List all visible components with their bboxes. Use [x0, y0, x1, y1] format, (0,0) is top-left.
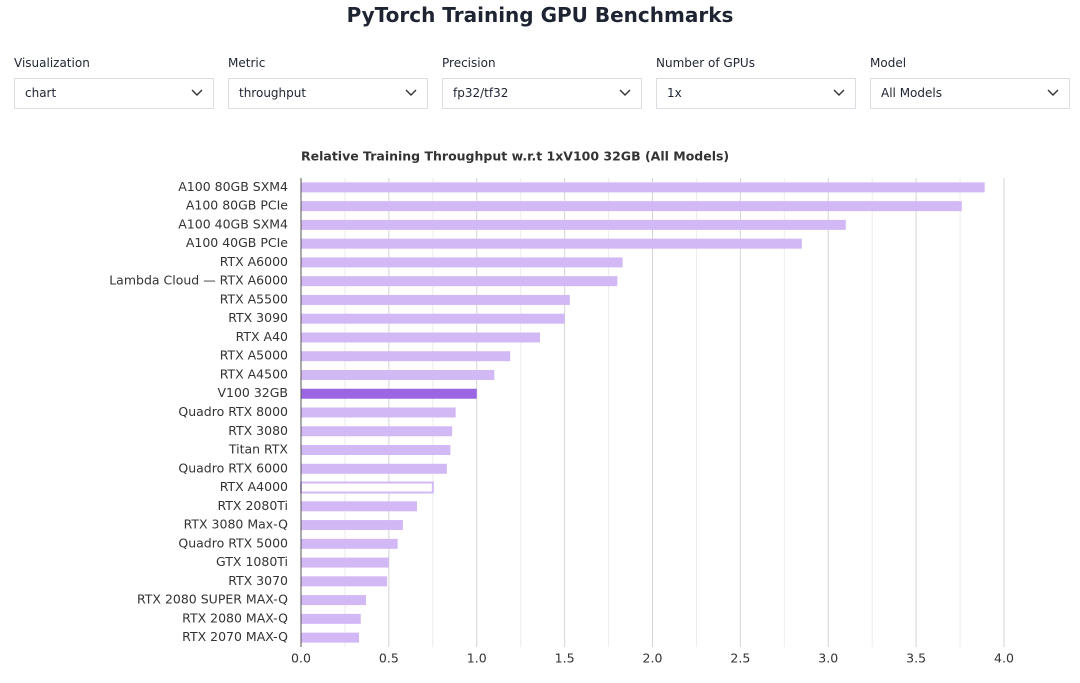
control: Visualization chart — [14, 56, 214, 109]
x-tick-label: 3.0 — [818, 651, 838, 666]
control: Precision fp32/tf32 — [442, 56, 642, 109]
y-tick-label: RTX 3080 — [228, 423, 288, 438]
bar — [301, 201, 962, 212]
bar — [301, 257, 623, 268]
y-tick-label: RTX 2080 SUPER MAX-Q — [137, 592, 288, 607]
chevron — [191, 89, 203, 96]
y-tick-label: Quadro RTX 8000 — [178, 404, 288, 419]
control: Number of GPUs 1x — [656, 56, 856, 109]
y-tick-label: A100 40GB PCIe — [186, 235, 288, 250]
chevron — [619, 89, 631, 96]
select[interactable]: chart — [14, 78, 214, 109]
x-tick-label: 2.5 — [730, 651, 750, 666]
bar — [301, 613, 361, 624]
y-tick-label: A100 80GB SXM4 — [178, 179, 288, 194]
bar — [301, 445, 451, 456]
bar — [301, 501, 417, 512]
control-label: Metric — [228, 56, 266, 70]
select-value: fp32/tf32 — [453, 86, 509, 100]
y-tick-label: RTX A40 — [236, 329, 288, 344]
x-tick-label: 1.5 — [555, 651, 575, 666]
bar — [301, 294, 570, 305]
y-tick-label: RTX A4500 — [220, 366, 288, 381]
bar — [301, 595, 367, 606]
y-tick-label: Lambda Cloud — RTX A6000 — [109, 273, 288, 288]
select[interactable]: throughput — [228, 78, 428, 109]
y-tick-label: RTX A5000 — [220, 348, 288, 363]
y-tick-label: Quadro RTX 6000 — [178, 460, 288, 475]
chart: Relative Training Throughput w.r.t 1xV10… — [109, 149, 1014, 666]
controls: Visualization chart Metric throughput Prec… — [14, 56, 1070, 109]
bar — [301, 520, 403, 531]
x-tick-label: 0.5 — [379, 651, 399, 666]
select[interactable]: 1x — [656, 78, 856, 109]
bar — [301, 407, 456, 418]
y-tick-label: V100 32GB — [217, 385, 288, 400]
control-label: Visualization — [14, 56, 90, 70]
y-tick-label: RTX A6000 — [220, 254, 288, 269]
bar — [301, 426, 453, 437]
bar — [301, 538, 398, 549]
bar — [301, 219, 846, 230]
x-tick-label: 4.0 — [994, 651, 1014, 666]
y-tick-label: Quadro RTX 5000 — [178, 535, 288, 550]
bar — [301, 576, 388, 587]
y-tick-label: RTX A4000 — [220, 479, 288, 494]
bar — [301, 388, 477, 399]
chevron — [405, 89, 417, 96]
page-title: PyTorch Training GPU Benchmarks — [346, 3, 734, 27]
x-tick-label: 0.0 — [291, 651, 311, 666]
bar — [300, 481, 434, 494]
x-tick-label: 2.0 — [643, 651, 663, 666]
chevron — [1047, 89, 1059, 96]
bar — [301, 632, 359, 643]
y-tick-label: RTX 2080 MAX-Q — [182, 610, 288, 625]
y-tick-label: A100 80GB PCIe — [186, 198, 288, 213]
select-value: All Models — [881, 86, 942, 100]
bar — [301, 332, 541, 343]
y-tick-label: GTX 1080Ti — [216, 554, 288, 569]
bar — [301, 313, 565, 324]
x-tick-label: 1.0 — [467, 651, 487, 666]
control: Model All Models — [870, 56, 1070, 109]
select-value: throughput — [239, 86, 307, 100]
bar — [301, 369, 495, 380]
chevron — [833, 89, 845, 96]
x-tick-label: 3.5 — [906, 651, 926, 666]
bar — [301, 182, 985, 193]
chart-title: Relative Training Throughput w.r.t 1xV10… — [301, 149, 729, 164]
y-tick-label: RTX A5500 — [220, 291, 288, 306]
control-label: Precision — [442, 56, 496, 70]
bar — [301, 463, 447, 474]
bar — [301, 276, 618, 287]
y-tick-label: Titan RTX — [228, 442, 289, 457]
select-value: chart — [25, 86, 57, 100]
select-value: 1x — [667, 86, 682, 100]
bar — [301, 351, 511, 362]
y-tick-label: RTX 3070 — [228, 573, 288, 588]
control-label: Number of GPUs — [656, 56, 755, 70]
select[interactable]: All Models — [870, 78, 1070, 109]
bar — [301, 238, 802, 249]
bar — [301, 557, 389, 568]
y-tick-label: A100 40GB SXM4 — [178, 216, 288, 231]
select[interactable]: fp32/tf32 — [442, 78, 642, 109]
control-label: Model — [870, 56, 907, 70]
y-tick-label: RTX 3090 — [228, 310, 288, 325]
y-tick-label: RTX 2070 MAX-Q — [182, 629, 288, 644]
y-tick-label: RTX 3080 Max-Q — [184, 517, 289, 532]
control: Metric throughput — [228, 56, 428, 109]
y-tick-label: RTX 2080Ti — [218, 498, 288, 513]
